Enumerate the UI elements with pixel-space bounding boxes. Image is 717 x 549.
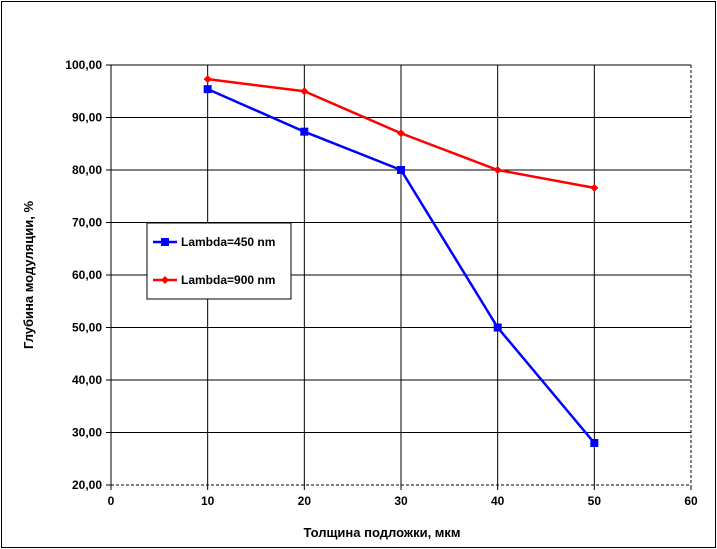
series-2	[203, 75, 599, 192]
data-point-marker	[203, 85, 212, 94]
x-tick-label: 40	[491, 494, 505, 508]
data-point-marker	[161, 238, 169, 246]
legend-label: Lambda=900 nm	[181, 273, 275, 287]
series-1	[203, 85, 599, 447]
y-tick-label: 40,00	[72, 373, 102, 387]
data-point-marker	[397, 129, 405, 138]
data-point-marker	[493, 166, 502, 174]
y-tick-label: 80,00	[72, 163, 102, 177]
axes: 20,00 30,00 40,00 50,00 60,00 70,00 80,00 90,00…	[65, 58, 698, 508]
data-point-marker	[300, 127, 309, 136]
y-axis-title: Глубина модуляции, %	[21, 201, 36, 349]
data-point-marker	[300, 87, 309, 96]
y-tick-label: 100,00	[65, 58, 102, 72]
y-tick-label: 30,00	[72, 426, 102, 440]
x-tick-label: 20	[298, 494, 312, 508]
legend-box	[146, 222, 292, 300]
y-tick-label: 20,00	[72, 478, 102, 492]
x-tick-label: 60	[684, 494, 698, 508]
y-tick-label: 60,00	[72, 268, 102, 282]
legend-item: Lambda=450 nm	[153, 235, 275, 249]
x-axis-title: Толщина подложки, мкм	[303, 525, 460, 540]
legend-item: Lambda=900 nm	[153, 273, 275, 287]
data-point-marker	[493, 323, 502, 332]
legend-label: Lambda=450 nm	[181, 235, 275, 249]
x-tick-label: 0	[108, 494, 115, 508]
data-point-marker	[590, 183, 599, 192]
y-tick-label: 50,00	[72, 321, 102, 335]
data-point-marker	[397, 166, 405, 174]
y-tick-label: 70,00	[72, 216, 102, 230]
series-layer	[203, 75, 599, 447]
x-tick-label: 10	[201, 494, 215, 508]
legend: Lambda=450 nm Lambda=900 nm	[146, 222, 292, 300]
x-tick-label: 30	[394, 494, 408, 508]
y-tick-label: 90,00	[72, 111, 102, 125]
data-point-marker	[161, 276, 169, 284]
data-point-marker	[203, 75, 212, 84]
data-point-marker	[590, 439, 599, 447]
x-tick-label: 50	[588, 494, 602, 508]
